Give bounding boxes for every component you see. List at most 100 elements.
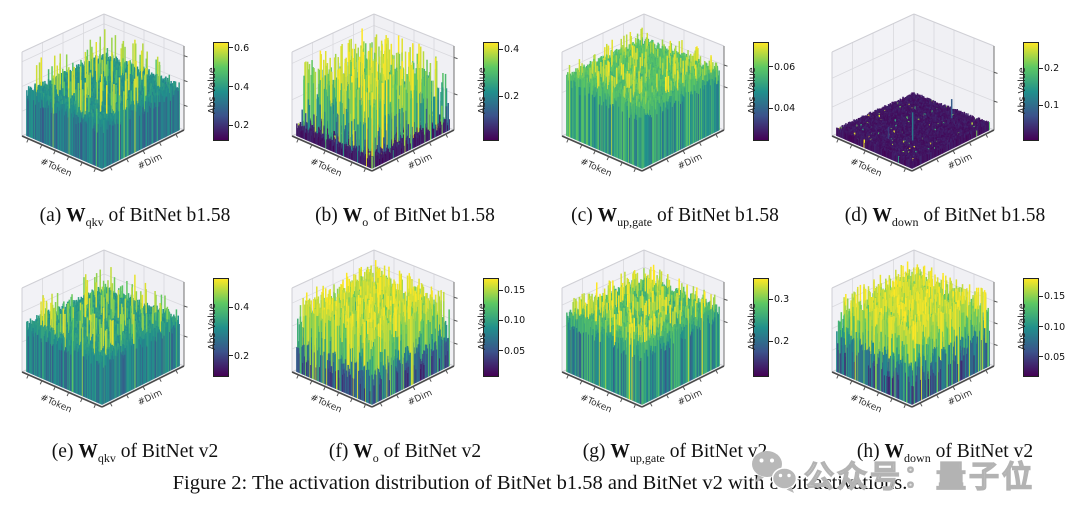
colorbar-tick-mark <box>769 107 773 109</box>
colorbar-tick-label: 0.10 <box>504 315 526 327</box>
caption-index: (c) <box>571 205 593 227</box>
colorbar-tick-mark <box>769 340 773 342</box>
colorbar-tick-label: 0.4 <box>234 81 250 93</box>
colorbar-label: Abs Value <box>747 67 758 114</box>
colorbar-gradient <box>1023 42 1039 141</box>
colorbar-tick-label: 0.6 <box>234 42 250 54</box>
colorbar-gradient <box>1023 278 1039 377</box>
caption-subscript: up,gate <box>617 215 653 229</box>
subplot-b: Abs Value 0.2 0.4 (b) Wo of BitNet b1.58 <box>270 6 540 232</box>
colorbar-tick-mark <box>499 289 503 291</box>
colorbar-tick-label: 0.15 <box>1044 291 1066 303</box>
colorbar-tick-mark <box>229 47 233 49</box>
colorbar-tick-mark <box>1039 67 1043 69</box>
caption-index: (g) <box>582 441 606 463</box>
caption-subscript: o <box>362 215 369 229</box>
colorbar-tick-label: 0.4 <box>504 44 520 56</box>
colorbar-tick-mark <box>1039 326 1043 327</box>
colorbar-tick-label: 0.2 <box>1044 63 1060 75</box>
caption-subscript: qkv <box>85 215 104 229</box>
colorbar-tick-mark <box>499 48 503 50</box>
colorbar-tick-mark <box>499 350 503 352</box>
figure-caption: Figure 2: The activation distribution of… <box>172 472 908 494</box>
subplot-caption-f: (f) Wo of BitNet v2 <box>270 441 540 466</box>
colorbar-tick-label: 0.2 <box>234 350 250 362</box>
colorbar-tick-label: 0.3 <box>774 294 790 306</box>
subplot-caption-g: (g) Wup,gate of BitNet v2 <box>540 441 810 466</box>
caption-suffix: of BitNet b1.58 <box>657 205 779 227</box>
colorbar-tick-mark <box>499 319 503 321</box>
colorbar-tick-label: 0.2 <box>774 336 790 348</box>
caption-subscript: qkv <box>97 451 116 465</box>
subplot-caption-h: (h) Wdown of BitNet v2 <box>810 441 1080 466</box>
caption-index: (h) <box>856 441 880 463</box>
colorbar-tick-label: 0.2 <box>234 120 250 132</box>
subplot-caption-d: (d) Wdown of BitNet b1.58 <box>810 205 1080 230</box>
colorbar-tick-label: 0.1 <box>1044 100 1060 112</box>
caption-matrix: W <box>884 441 905 463</box>
subplot-caption-c: (c) Wup,gate of BitNet b1.58 <box>540 205 810 230</box>
colorbar-gradient <box>483 42 499 141</box>
colorbar-e: Abs Value 0.2 0.4 <box>207 278 269 378</box>
surface-plot-g <box>544 242 756 440</box>
colorbar-gradient <box>213 278 229 377</box>
caption-matrix: W <box>597 205 618 227</box>
colorbar-tick-label: 0.2 <box>504 91 520 103</box>
caption-matrix: W <box>66 205 86 227</box>
colorbar-tick-label: 0.15 <box>504 285 526 297</box>
colorbar-h: Abs Value 0.05 0.10 0.15 <box>1017 278 1079 378</box>
caption-matrix: W <box>872 205 892 227</box>
colorbar-f: Abs Value 0.05 0.10 0.15 <box>477 278 539 378</box>
subplot-d: Abs Value 0.1 0.2 (d) Wdown of BitNet b1.5… <box>810 6 1080 232</box>
colorbar-tick-mark <box>229 124 233 126</box>
colorbar-label: Abs Value <box>207 67 218 114</box>
subplot-grid: Abs Value 0.2 0.4 0.6 (a) Wqkv of BitNet b1… <box>0 6 1080 468</box>
colorbar-tick-mark <box>1039 104 1043 106</box>
subplot-f: Abs Value 0.05 0.10 0.15 (f) Wo of BitNet v… <box>270 242 540 468</box>
subplot-e: Abs Value 0.2 0.4 (e) Wqkv of BitNet v2 <box>0 242 270 468</box>
surface-plot-d <box>814 6 1026 204</box>
colorbar-tick-label: 0.05 <box>504 345 526 357</box>
colorbar-label: Abs Value <box>1017 67 1028 114</box>
colorbar-tick-mark <box>229 306 233 308</box>
colorbar-gradient <box>753 278 769 377</box>
caption-suffix: of BitNet v2 <box>120 441 219 463</box>
caption-index: (f) <box>328 441 349 463</box>
colorbar-label: Abs Value <box>1017 303 1028 350</box>
surface-plot-c <box>544 6 756 204</box>
surface-plot-h <box>814 242 1026 440</box>
surface-plot-e <box>4 242 216 440</box>
subplot-caption-b: (b) Wo of BitNet b1.58 <box>270 205 540 230</box>
caption-matrix: W <box>610 441 630 463</box>
subplot-caption-a: (a) Wqkv of BitNet b1.58 <box>0 205 270 230</box>
caption-suffix: of BitNet b1.58 <box>108 205 231 227</box>
colorbar-gradient <box>753 42 769 141</box>
colorbar-tick-mark <box>499 95 503 97</box>
caption-suffix: of BitNet b1.58 <box>923 205 1046 227</box>
surface-plot-a <box>4 6 216 204</box>
colorbar-tick-label: 0.4 <box>234 302 250 314</box>
colorbar-tick-mark <box>769 66 773 68</box>
caption-matrix: W <box>78 441 98 463</box>
caption-suffix: of BitNet b1.58 <box>373 205 495 227</box>
caption-index: (d) <box>844 205 868 227</box>
caption-index: (a) <box>39 205 62 227</box>
subplot-g: Abs Value 0.2 0.3 (g) Wup,gate of BitNet v… <box>540 242 810 468</box>
colorbar-tick-mark <box>229 355 233 357</box>
subplot-h: Abs Value 0.05 0.10 0.15 (h) Wdown of BitNe… <box>810 242 1080 468</box>
colorbar-c: Abs Value 0.04 0.06 <box>747 42 809 142</box>
colorbar-tick-label: 0.05 <box>1044 351 1066 363</box>
caption-suffix: of BitNet v2 <box>383 441 482 463</box>
colorbar-d: Abs Value 0.1 0.2 <box>1017 42 1079 142</box>
caption-matrix: W <box>342 205 363 227</box>
colorbar-label: Abs Value <box>477 303 488 350</box>
colorbar-gradient <box>213 42 229 141</box>
caption-subscript: down <box>891 215 919 229</box>
colorbar-label: Abs Value <box>747 303 758 350</box>
caption-suffix: of BitNet v2 <box>669 441 768 463</box>
colorbar-label: Abs Value <box>477 67 488 114</box>
subplot-caption-e: (e) Wqkv of BitNet v2 <box>0 441 270 466</box>
colorbar-label: Abs Value <box>207 303 218 350</box>
colorbar-a: Abs Value 0.2 0.4 0.6 <box>207 42 269 142</box>
